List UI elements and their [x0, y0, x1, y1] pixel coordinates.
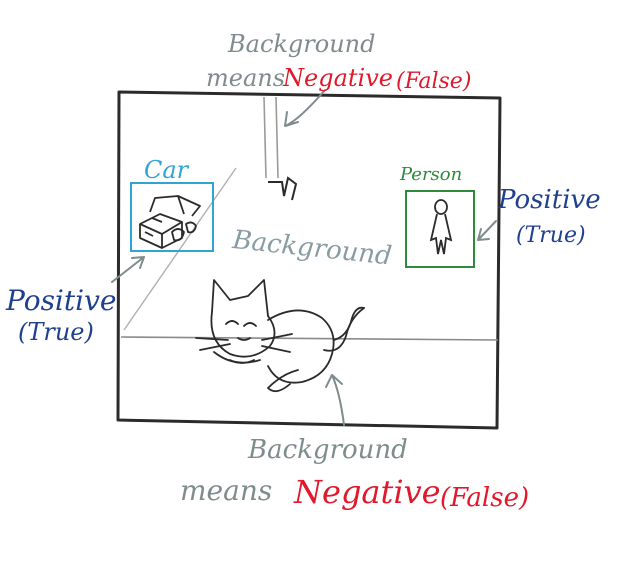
car-label: Car — [144, 156, 190, 184]
floor-line — [120, 336, 499, 341]
left-positive-arrow — [111, 256, 145, 283]
pole — [263, 96, 298, 201]
right-positive-line2: (True) — [516, 223, 586, 248]
road-diagonal-line — [123, 167, 237, 331]
bottom-note-false: (False) — [440, 483, 529, 513]
top-note-arrow — [284, 89, 326, 127]
top-note-means: means — [206, 64, 285, 92]
cat-sketch-icon — [195, 279, 365, 393]
bottom-note-means: means — [180, 474, 272, 507]
person-bounding-box — [405, 190, 475, 268]
top-note-line1: Background — [227, 30, 376, 58]
right-positive-line1: Positive — [497, 185, 601, 215]
top-note-false: (False) — [396, 69, 471, 94]
bottom-note-negative: Negative — [293, 473, 441, 511]
scene-frame — [116, 90, 502, 430]
bottom-note-arrow — [325, 374, 345, 426]
center-background-label: Background — [230, 225, 393, 272]
top-note-negative: Negative — [282, 64, 393, 92]
bottom-note-line1: Background — [247, 435, 408, 465]
right-positive-arrow — [477, 220, 497, 241]
car-sketch-icon — [139, 195, 201, 249]
left-positive-line1: Positive — [5, 284, 116, 317]
person-sketch-icon — [429, 199, 453, 255]
car-bounding-box — [130, 182, 214, 252]
left-positive-line2: (True) — [18, 318, 94, 346]
person-label: Person — [399, 164, 462, 185]
